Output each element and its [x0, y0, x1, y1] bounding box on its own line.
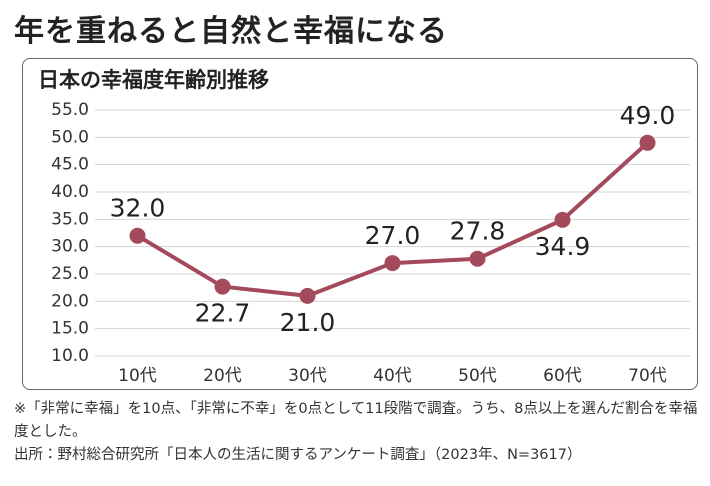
y-tick-label: 20.0 [51, 291, 89, 311]
y-tick-label: 30.0 [51, 237, 89, 257]
marker [214, 278, 231, 295]
y-tick-label: 15.0 [51, 319, 89, 339]
y-tick-label: 50.0 [51, 127, 89, 147]
y-tick-label: 40.0 [51, 182, 89, 202]
y-tick-label: 55.0 [51, 100, 89, 120]
x-tick-label: 70代 [628, 366, 667, 386]
x-tick-label: 60代 [543, 366, 582, 386]
y-tick-label: 25.0 [51, 264, 89, 284]
x-tick-label: 50代 [458, 366, 497, 386]
source: 出所：野村総合研究所「日本人の生活に関するアンケート調査」（2023年、N=36… [14, 447, 582, 463]
y-tick-label: 35.0 [51, 209, 89, 229]
data-label: 21.0 [280, 308, 336, 337]
data-label: 49.0 [620, 101, 676, 130]
x-tick-label: 30代 [288, 366, 327, 386]
marker [469, 250, 486, 267]
subtitle: 日本の幸福度年齢別推移 [38, 67, 269, 92]
marker [639, 134, 656, 151]
x-tick-label: 10代 [118, 366, 157, 386]
marker [554, 211, 571, 228]
data-label: 32.0 [110, 194, 166, 223]
chart-frame [22, 58, 698, 390]
marker [384, 255, 401, 272]
data-label: 27.0 [365, 221, 421, 250]
marker [129, 227, 146, 244]
y-tick-label: 10.0 [51, 346, 89, 366]
data-label: 34.9 [535, 232, 591, 261]
marker [299, 287, 316, 304]
title: 年を重ねると自然と幸福になる [14, 14, 448, 49]
x-tick-label: 20代 [203, 366, 242, 386]
y-tick-label: 45.0 [51, 155, 89, 175]
data-label: 27.8 [450, 217, 506, 246]
data-label: 22.7 [195, 299, 251, 328]
note: ※「非常に幸福」を10点、「非常に不幸」を0点として11段階で調査。うち、8点以… [14, 401, 698, 440]
notes: ※「非常に幸福」を10点、「非常に不幸」を0点として11段階で調査。うち、8点以… [14, 398, 698, 467]
x-tick-label: 40代 [373, 366, 412, 386]
